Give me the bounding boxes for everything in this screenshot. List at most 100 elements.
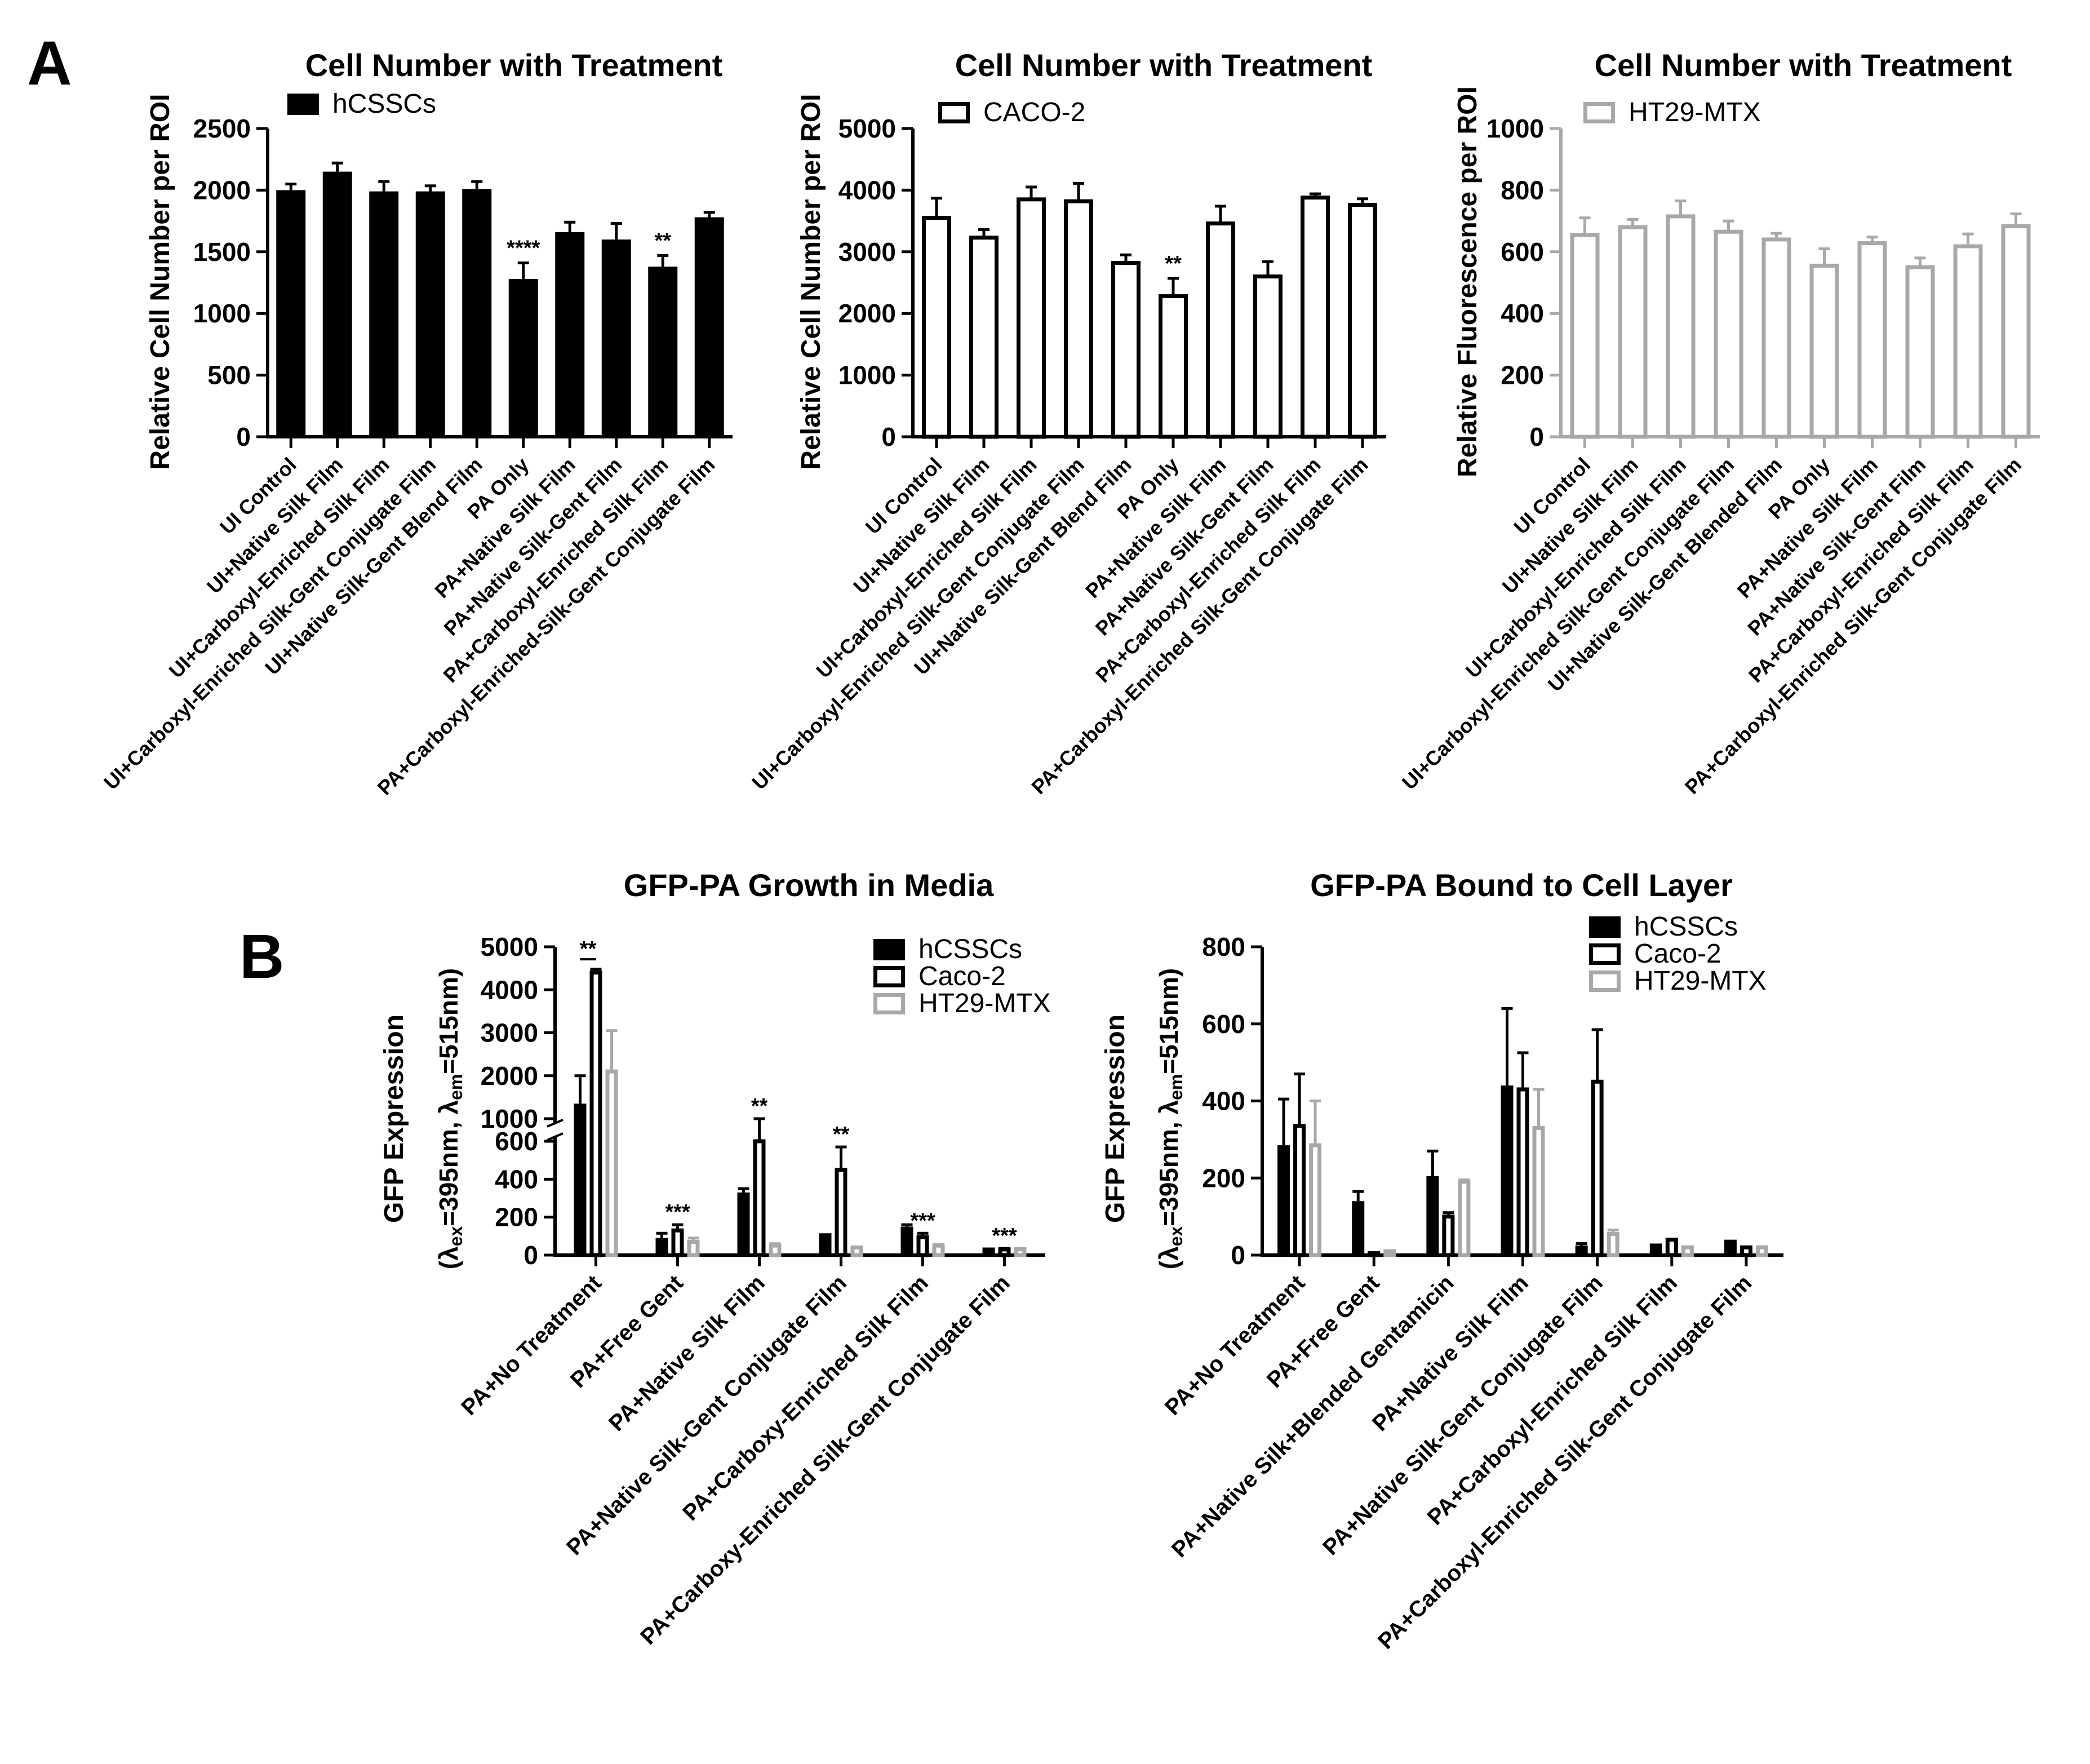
- chart-b2-gfp-bound-to-cell-layer: GFP-PA Bound to Cell Layer 0 200 400 600 800 G…: [1101, 867, 1783, 1654]
- chart-a1-cell-number-hcsscs: Cell Number with Treatment 0 500 1000 1500 20…: [99, 47, 733, 799]
- significance-marker: **: [1165, 252, 1182, 276]
- legend-label: hCSSCs: [332, 89, 436, 119]
- significance-marker: ***: [910, 1209, 935, 1233]
- bar-caco-2: [1111, 260, 1141, 439]
- bar-hcsscs: [819, 1233, 832, 1255]
- y-tick-label: 600: [1501, 237, 1544, 267]
- bar-caco-2: [1159, 294, 1188, 439]
- y-tick-label: 3000: [838, 237, 896, 267]
- y-tick-label: 0: [1231, 1240, 1245, 1270]
- subscript: em: [1166, 1074, 1186, 1100]
- y-tick-label: 800: [1202, 932, 1245, 961]
- bar-ht29-mtx: [1383, 1249, 1396, 1257]
- bar-caco-2: [1017, 197, 1046, 439]
- sublabel-part: (λ: [1154, 1246, 1183, 1269]
- bar-hcsscs: [1352, 1201, 1365, 1255]
- legend-swatch: [1583, 102, 1615, 123]
- panel-label-a: A: [27, 29, 72, 98]
- bar-ht29-mtx: [1905, 265, 1935, 439]
- y-tick-label: 5000: [838, 114, 896, 143]
- chart-title: GFP-PA Growth in Media: [624, 867, 994, 903]
- category-label: UI+Carboxyl-Enriched Silk-Gent Conjugate…: [747, 453, 1088, 794]
- y-tick-label: 0: [1529, 422, 1544, 451]
- bar-caco-2: [1740, 1245, 1752, 1257]
- legend-swatch: [1589, 916, 1621, 938]
- axis-break-mark: [547, 1119, 563, 1128]
- bar-caco-2: [916, 1235, 929, 1257]
- y-axis-label: Relative Fluorescence per ROI: [1453, 86, 1483, 477]
- y-tick-label: 2000: [481, 1061, 538, 1091]
- sublabel-part: (λ: [434, 1246, 463, 1269]
- category-label: PA+Native Silk-Gent Conjugate Film: [1318, 1270, 1608, 1560]
- y-axis-label: GFP Expression: [379, 1014, 409, 1223]
- bar-caco-2: [671, 1228, 684, 1257]
- y-tick-label: 1000: [1486, 114, 1544, 143]
- panel-label-b: B: [239, 922, 284, 991]
- bar-caco-2: [835, 1168, 847, 1257]
- subscript: em: [446, 1074, 466, 1100]
- bar-caco-2: [1368, 1251, 1381, 1257]
- category-label: PA+No Treatment: [1160, 1270, 1310, 1420]
- bar-hcsscs: [1501, 1085, 1514, 1255]
- y-tick-label: 600: [1202, 1009, 1245, 1039]
- y-tick-label: 4000: [838, 175, 896, 205]
- bar-ht29-mtx: [1666, 214, 1696, 439]
- y-tick-label: 3000: [481, 1018, 538, 1048]
- legend-swatch: [1589, 943, 1621, 965]
- y-tick-label: 1000: [481, 1104, 538, 1133]
- category-label: UI+Carboxyl-Enriched Silk-Gent Conjugate…: [1397, 453, 1738, 794]
- bar-ht29-mtx: [1714, 229, 1743, 439]
- category-label: PA+No Treatment: [456, 1270, 606, 1420]
- significance-marker: **: [580, 937, 597, 961]
- bar-ht29-mtx: [1755, 1245, 1768, 1257]
- y-tick-label: 2000: [193, 175, 251, 205]
- y-tick-label: 1500: [193, 237, 251, 267]
- y-tick-label: 200: [1202, 1163, 1245, 1193]
- bar-caco-2: [1253, 274, 1283, 439]
- y-axis-label: GFP Expression: [1101, 1014, 1130, 1223]
- bar-caco-2: [1665, 1238, 1678, 1257]
- legend-label: hCSSCs: [918, 934, 1022, 964]
- bar-hcsscs: [462, 189, 492, 437]
- bar-hcsscs: [415, 191, 445, 437]
- legend-swatch: [873, 966, 905, 987]
- bar-caco-2: [922, 216, 951, 439]
- category-label: UI+Carboxyl-Enriched Silk-Gent Conjugate…: [99, 453, 440, 794]
- y-tick-label: 600: [495, 1127, 538, 1156]
- significance-marker: ***: [665, 1200, 690, 1224]
- bar-caco-2: [1591, 1079, 1604, 1257]
- legend-label: hCSSCs: [1634, 912, 1738, 942]
- bar-caco-2: [1301, 196, 1330, 439]
- y-tick-label: 0: [236, 422, 251, 451]
- y-axis-label: Relative Cell Number per ROI: [796, 94, 826, 470]
- legend-swatch: [1589, 970, 1621, 992]
- bar-caco-2: [1442, 1215, 1455, 1257]
- category-label: PA+Native Silk-Gent Conjugate Film: [562, 1270, 851, 1560]
- chart-title: Cell Number with Treatment: [305, 47, 723, 83]
- bar-caco-2: [1293, 1124, 1306, 1257]
- legend-label: Caco-2: [918, 961, 1006, 991]
- bar-hcsscs: [1277, 1145, 1290, 1255]
- bar-hcsscs: [555, 232, 585, 437]
- significance-marker: ****: [507, 236, 540, 260]
- y-tick-label: 200: [495, 1203, 538, 1232]
- category-label: PA+Native Silk Film: [604, 1270, 770, 1436]
- bar-ht29-mtx: [769, 1243, 782, 1257]
- bar-hcsscs: [737, 1192, 750, 1255]
- y-tick-label: 5000: [481, 932, 538, 961]
- bar-hcsscs: [694, 217, 724, 437]
- y-tick-label: 1000: [193, 299, 251, 328]
- bar-caco-2: [753, 1139, 766, 1257]
- bar-ht29-mtx: [1458, 1180, 1471, 1257]
- bar-caco-2: [969, 236, 999, 439]
- chart-title: Cell Number with Treatment: [1595, 47, 2012, 83]
- bar-hcsscs: [982, 1247, 995, 1255]
- category-label: PA+Native Silk+Blended Gentamicin: [1167, 1270, 1459, 1562]
- bar-caco-2: [998, 1247, 1011, 1257]
- bar-hcsscs: [1724, 1239, 1737, 1255]
- legend-label: HT29-MTX: [1634, 966, 1767, 996]
- chart-a2-cell-number-caco2: Cell Number with Treatment 0 1000 2000 3000 4…: [747, 47, 1386, 799]
- bar-ht29-mtx: [1607, 1231, 1619, 1257]
- category-label: PA+Carboxy-Enriched Silk-Gent Conjugate …: [636, 1270, 1015, 1650]
